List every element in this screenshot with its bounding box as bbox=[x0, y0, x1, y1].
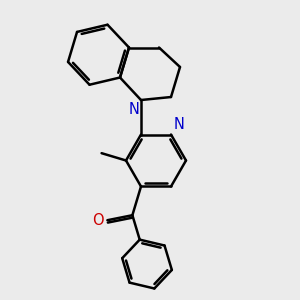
Text: O: O bbox=[92, 213, 104, 228]
Text: N: N bbox=[129, 102, 140, 117]
Text: N: N bbox=[173, 117, 184, 132]
